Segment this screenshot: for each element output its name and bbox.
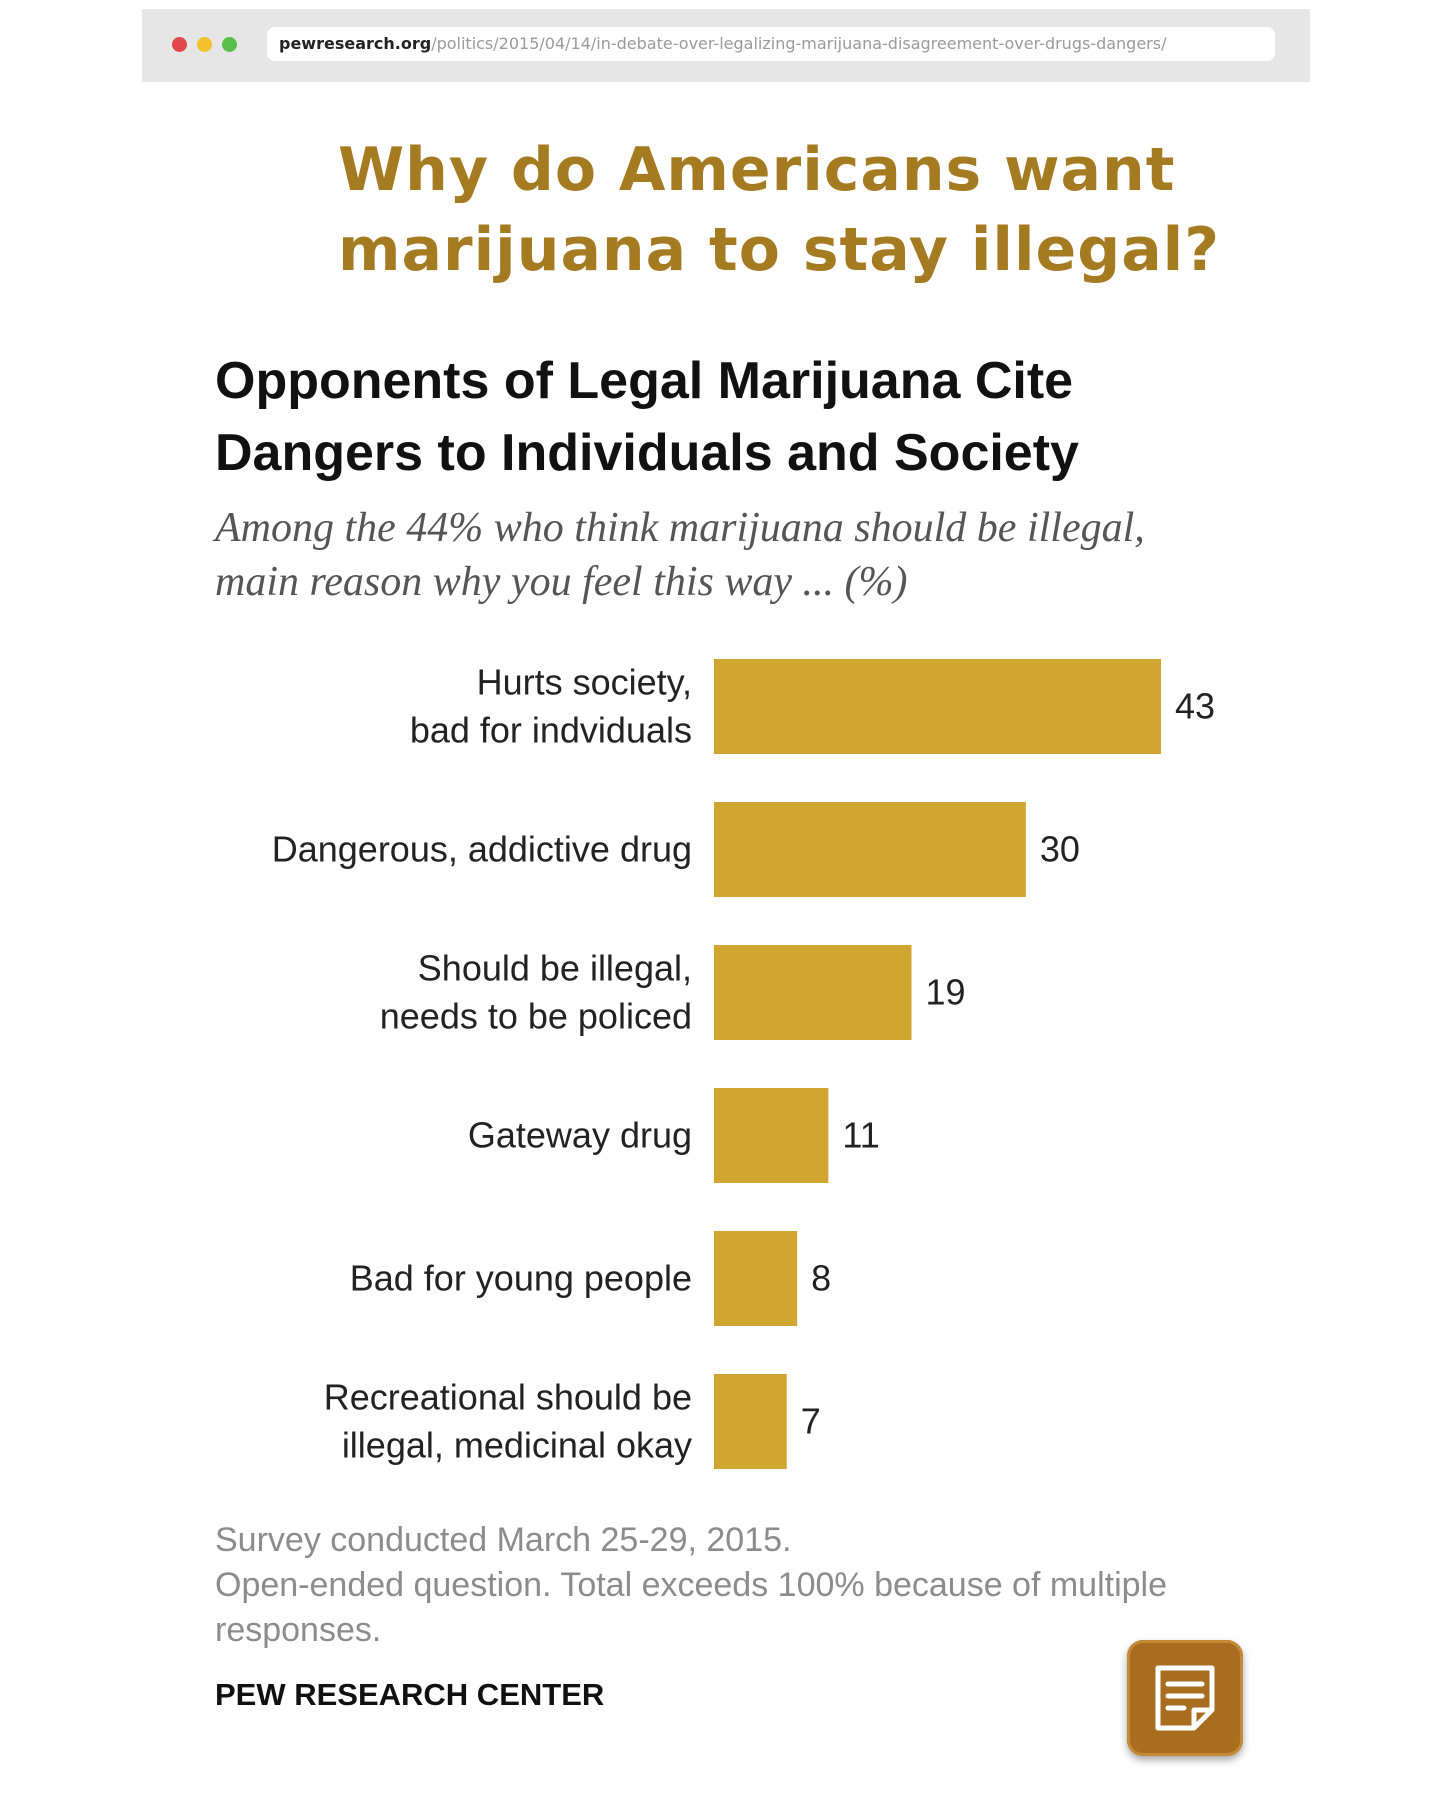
source-credit: PEW RESEARCH CENTER: [215, 1677, 605, 1712]
category-label: Dangerous, addictive drug: [272, 829, 692, 870]
maximize-dot-icon[interactable]: [222, 37, 237, 52]
chart-title: Opponents of Legal Marijuana Cite Danger…: [215, 352, 1079, 482]
chart-notes: Survey conducted March 25-29, 2015. Open…: [215, 1518, 1265, 1653]
category-label-line: bad for indviduals: [410, 710, 692, 751]
bar: [714, 1088, 829, 1183]
category-label-line: Recreational should be: [324, 1377, 692, 1418]
category-label: Should be illegal, needs to be policed: [380, 948, 692, 1037]
data-label: 43: [1175, 686, 1215, 727]
category-label-line: Gateway drug: [468, 1115, 692, 1156]
category-label-line: illegal, medicinal okay: [342, 1425, 692, 1466]
url-path: /politics/2015/04/14/in-debate-over-lega…: [431, 34, 1167, 53]
note-survey-date: Survey conducted March 25-29, 2015.: [215, 1521, 792, 1559]
category-label: Recreational should be illegal, medicinal…: [324, 1377, 692, 1466]
address-bar[interactable]: pewresearch.org/politics/2015/04/14/in-d…: [267, 27, 1275, 61]
category-label-line: Should be illegal,: [418, 948, 692, 989]
browser-bar: pewresearch.org/politics/2015/04/14/in-d…: [142, 9, 1310, 82]
headline: Why do Americans want marijuana to stay …: [338, 135, 1221, 285]
category-label-line: Hurts society,: [477, 662, 692, 703]
data-label: 30: [1040, 829, 1080, 870]
url-domain: pewresearch.org: [279, 34, 432, 53]
data-label: 19: [926, 972, 966, 1013]
category-label-line: Dangerous, addictive drug: [272, 829, 692, 870]
chart-subtitle: Among the 44% who think marijuana should…: [215, 505, 1145, 605]
notes-icon: [1155, 1665, 1215, 1731]
category-label-line: Bad for young people: [350, 1258, 692, 1299]
bar: [714, 1374, 787, 1469]
minimize-dot-icon[interactable]: [197, 37, 212, 52]
category-label: Bad for young people: [350, 1258, 692, 1299]
bar: [714, 659, 1161, 754]
data-label: 11: [842, 1115, 879, 1156]
notes-button[interactable]: [1127, 1640, 1243, 1756]
bar: [714, 802, 1026, 897]
data-label: 8: [811, 1258, 831, 1299]
bar: [714, 945, 912, 1040]
note-methodology: Open-ended question. Total exceeds 100% …: [215, 1566, 1168, 1649]
window-controls: [172, 37, 237, 52]
category-label: Hurts society, bad for indviduals: [410, 662, 692, 751]
bar: [714, 1231, 798, 1326]
data-label: 7: [801, 1401, 821, 1442]
close-dot-icon[interactable]: [172, 37, 187, 52]
category-label-line: needs to be policed: [380, 996, 692, 1037]
category-label: Gateway drug: [468, 1115, 692, 1156]
